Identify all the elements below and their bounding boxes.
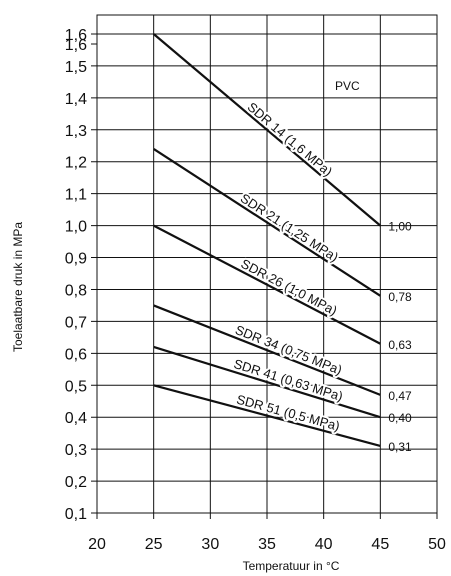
x-tick-label: 35 [258, 536, 276, 553]
y-tick-label: 1,5 [65, 59, 87, 76]
y-tick-label: 0,1 [65, 506, 87, 523]
x-tick-label: 20 [88, 536, 106, 553]
end-value-label: 1,00 [388, 220, 412, 234]
y-tick-label: 1,3 [65, 123, 87, 140]
series-name-label: SDR 21 (1,25 MPa) [238, 190, 341, 264]
end-value-label: 0,63 [388, 338, 412, 352]
series-line [153, 224, 381, 345]
series-line [153, 148, 381, 297]
series-line [152, 33, 382, 227]
y-tick-label: 1,4 [65, 91, 87, 108]
x-tick-label: 50 [428, 536, 446, 553]
end-value-label: 0,40 [388, 411, 412, 425]
series-name-label: SDR 14 (1,6 MPa) [245, 99, 336, 179]
y-tick-label: 1,6 [65, 27, 87, 44]
y-tick-label: 0,8 [65, 282, 87, 299]
x-tick-label: 30 [201, 536, 219, 553]
y-tick-label: 1,0 [65, 219, 87, 236]
y-tick-label: 1,6 [65, 37, 87, 54]
series-lines [152, 33, 382, 448]
series-line [153, 304, 381, 396]
x-tick-label: 25 [145, 536, 163, 553]
series-name-label: SDR 26 (1,0 MPa) [239, 256, 340, 318]
y-tick-label: 1,2 [65, 155, 87, 172]
x-tick-label: 45 [371, 536, 389, 553]
y-tick-label: 0,4 [65, 410, 87, 427]
series-labels: SDR 14 (1,6 MPa) SDR 21 (1,25 MPa)SDR 26 … [230, 97, 347, 435]
y-tick-label: 0,5 [65, 378, 87, 395]
end-value-label: 0,31 [388, 440, 412, 454]
y-tick-label: 1,1 [65, 187, 87, 204]
x-tick-label: 40 [315, 536, 333, 553]
end-value-label: 0,78 [388, 290, 412, 304]
y-tick-label: 0,9 [65, 251, 87, 268]
end-value-labels: 1,00 0,78 0,63 0,47 0,40 0,31 [388, 220, 412, 454]
y-tick-label: 0,6 [65, 346, 87, 363]
x-axis-ticks: 20 25 30 35 40 45 50 [88, 536, 446, 553]
x-axis-title: Temperatuur in °C [243, 559, 340, 573]
series-line [153, 384, 381, 448]
y-tick-label: 0,7 [65, 314, 87, 331]
series-line [153, 345, 381, 419]
end-value-label: 0,47 [388, 389, 412, 403]
material-annotation: PVC [335, 79, 360, 93]
y-axis-title: Toelaatbare druk in MPa [11, 222, 25, 352]
y-axis-ticks: 0,1 0,2 0,3 0,4 0,5 0,6 0,7 0,8 0,9 1,0 1,1 1,2 1,3 1… [65, 27, 87, 523]
y-tick-label: 0,3 [65, 442, 87, 459]
y-tick-label: 0,2 [65, 474, 87, 491]
